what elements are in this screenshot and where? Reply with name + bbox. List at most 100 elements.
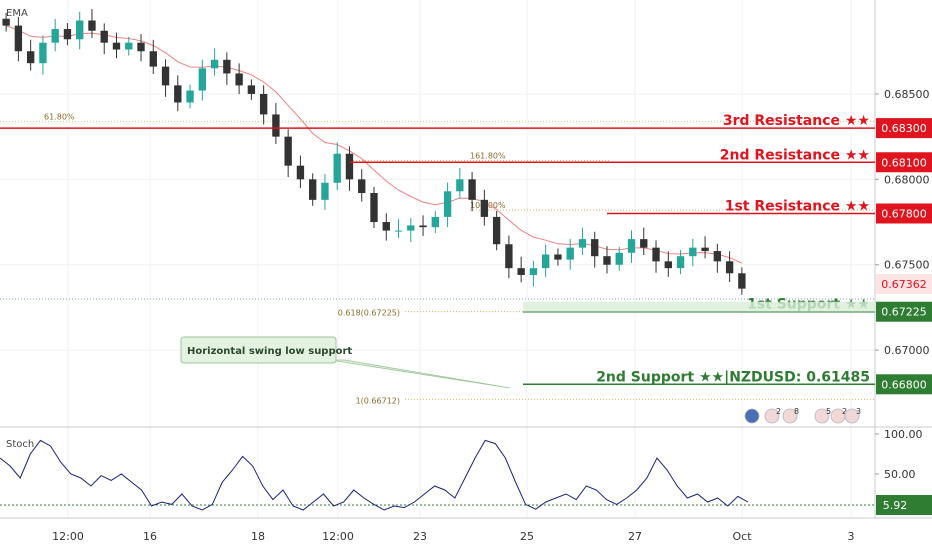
calendar-event-icon[interactable]: 5 xyxy=(814,407,831,424)
candle-body xyxy=(738,273,746,289)
candle-body xyxy=(333,153,341,183)
calendar-event-icon-circle xyxy=(844,408,860,424)
calendar-event-icon-count: 2 xyxy=(776,407,781,416)
level-badge-value-r3: 0.68300 xyxy=(881,122,927,135)
time-axis-label: 3 xyxy=(848,530,855,543)
candle-body xyxy=(407,225,415,231)
current-price-badge-bg xyxy=(876,274,932,294)
candle-body xyxy=(394,230,403,232)
candle-body xyxy=(210,59,219,69)
candle-body xyxy=(51,29,59,43)
price-tick-label: 0.67000 xyxy=(884,344,930,357)
time-axis-label: 12:00 xyxy=(322,530,354,543)
fib-level-label: 161.80% xyxy=(470,152,506,161)
calendar-event-icon-count: 2 xyxy=(842,407,847,416)
calendar-flag-icon-circle xyxy=(744,408,760,424)
candle-body xyxy=(284,136,292,166)
stoch-tick-label: 100.00 xyxy=(884,428,923,441)
candle-body xyxy=(186,90,194,103)
candle-body xyxy=(615,252,623,265)
candle-body xyxy=(382,222,390,231)
candle-body xyxy=(321,182,329,200)
support-resistance-levels: 3rd Resistance ★★ 0.68300 2nd Resistance ★… xyxy=(0,113,932,395)
candle-body xyxy=(358,179,366,194)
current-price-value: 0.67362 xyxy=(881,278,927,291)
candle-body xyxy=(174,85,182,103)
level-badge-value-s1: 0.67225 xyxy=(881,306,927,319)
fib-level-label: 61.80% xyxy=(44,112,75,121)
candle-body xyxy=(664,261,672,269)
candle-body xyxy=(725,261,734,274)
price-tick-label: 0.68000 xyxy=(884,173,930,186)
calendar-flag-icon[interactable] xyxy=(744,408,760,424)
candle-body xyxy=(76,20,84,40)
candle-body xyxy=(149,51,157,67)
candle-body xyxy=(14,25,23,52)
candle-body xyxy=(309,179,317,200)
time-axis-label: 18 xyxy=(251,530,265,543)
calendar-event-icon[interactable]: 8 xyxy=(782,407,799,424)
candle-body xyxy=(517,268,525,275)
candle-body xyxy=(198,68,207,91)
candle-body xyxy=(223,59,231,74)
stoch-value-badge: 5.92 xyxy=(876,495,932,515)
candle-body xyxy=(701,247,709,252)
level-badge-r3 xyxy=(876,118,932,139)
level-badge-value-r1: 0.67800 xyxy=(881,208,927,221)
candle-body xyxy=(88,20,96,31)
time-axis-label: 25 xyxy=(520,530,534,543)
stoch-line xyxy=(0,439,749,511)
ema-indicator-label[interactable]: EMA xyxy=(6,8,28,19)
candle-body xyxy=(578,239,587,248)
candle-body xyxy=(480,199,489,217)
candle-body xyxy=(26,51,35,64)
time-axis[interactable]: 12:00 16 18 12:00 23 25 27 Oct 3 xyxy=(52,530,854,543)
candle-body xyxy=(492,216,501,245)
time-axis-label: Oct xyxy=(732,530,752,543)
candle-body xyxy=(125,42,133,50)
stoch-value-badge-bg xyxy=(876,495,932,515)
candle-body xyxy=(676,256,685,269)
candle-body xyxy=(259,93,268,115)
support-zone xyxy=(523,301,875,312)
level-badge-r2 xyxy=(876,152,932,173)
stoch-label[interactable]: Stoch xyxy=(6,439,34,450)
price-tick-label: 0.68500 xyxy=(884,88,930,101)
level-badge-s2 xyxy=(876,374,932,395)
calendar-event-icon-count: 8 xyxy=(794,407,799,416)
candle-body xyxy=(112,42,121,50)
candle-body xyxy=(505,244,513,269)
time-axis-label: 12:00 xyxy=(52,530,84,543)
candle-body xyxy=(627,239,636,253)
candle-body xyxy=(541,254,550,269)
callout-pointer xyxy=(329,359,511,389)
price-tick-label: 0.67500 xyxy=(884,259,930,272)
level-badge-r1 xyxy=(876,203,932,224)
annotation-callout[interactable]: Horizontal swing low support xyxy=(180,336,511,389)
candle-body xyxy=(2,18,10,26)
calendar-event-icon[interactable]: 3 xyxy=(844,407,861,424)
price-axis[interactable]: 0.68500 0.68000 0.67500 0.67000 xyxy=(875,88,930,357)
candle-body xyxy=(443,191,452,217)
current-price-badge: 0.67362 xyxy=(876,274,932,294)
level-label-r1: 1st Resistance ★★ xyxy=(725,199,870,215)
level-badge-s1 xyxy=(876,301,932,322)
level-label-r3: 3rd Resistance ★★ xyxy=(723,113,870,129)
candle-body xyxy=(566,247,574,260)
candle-body xyxy=(640,239,648,248)
candle-body xyxy=(713,251,722,262)
calendar-event-icon-circle xyxy=(782,408,798,424)
candle-body xyxy=(272,114,280,137)
candle-body xyxy=(529,268,538,275)
price-candles xyxy=(2,9,746,295)
stoch-value: 5.92 xyxy=(883,499,908,512)
time-axis-label: 23 xyxy=(413,530,427,543)
calendar-event-icon[interactable]: 2 xyxy=(764,407,781,424)
candle-body xyxy=(63,29,72,40)
callout-box xyxy=(180,336,337,364)
candle-body xyxy=(235,73,243,86)
calendar-event-icon-count: 5 xyxy=(826,407,831,416)
